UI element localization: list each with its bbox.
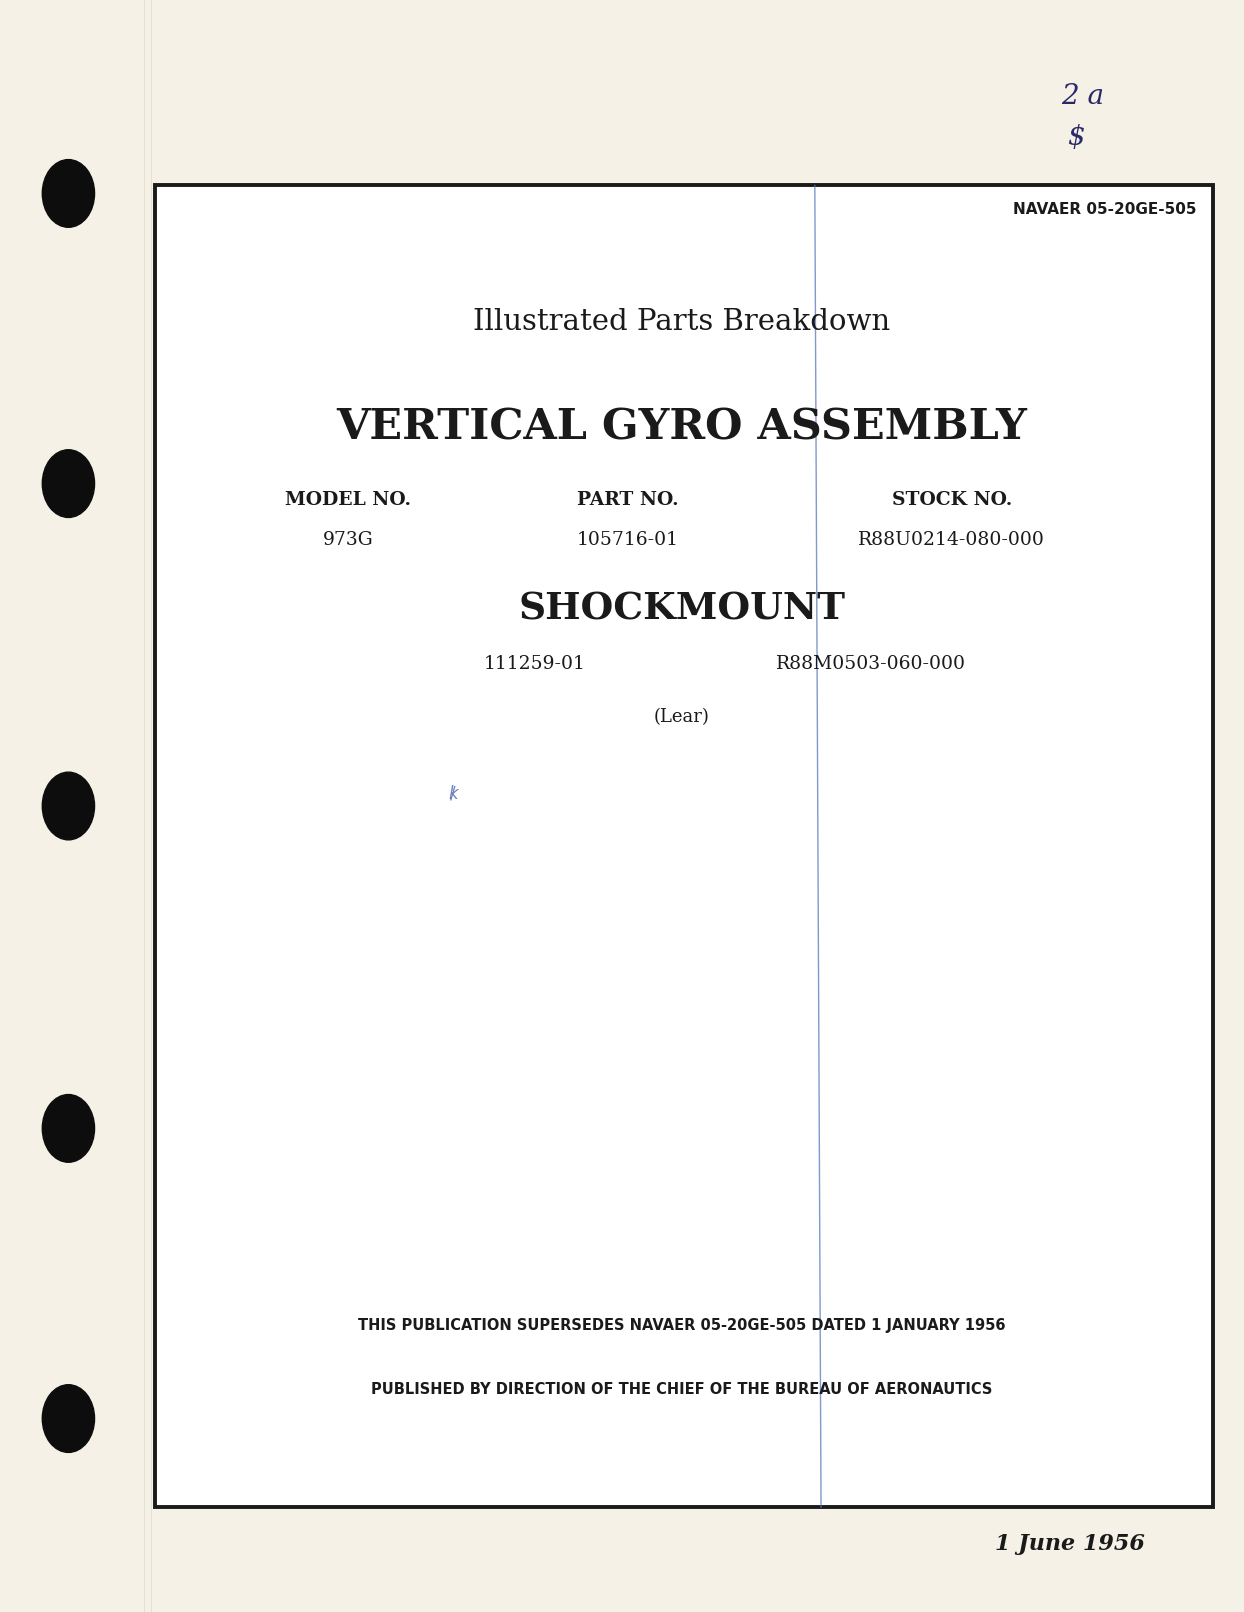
Circle shape <box>42 1095 95 1162</box>
Circle shape <box>42 160 95 227</box>
Text: R88U0214-080-000: R88U0214-080-000 <box>858 530 1045 550</box>
Text: PART NO.: PART NO. <box>577 490 679 509</box>
Text: 1 June 1956: 1 June 1956 <box>995 1533 1144 1556</box>
Bar <box>156 185 1213 1507</box>
Circle shape <box>42 450 95 517</box>
Text: (Lear): (Lear) <box>654 708 709 727</box>
Text: NAVAER 05-20GE-505: NAVAER 05-20GE-505 <box>1013 202 1197 216</box>
Circle shape <box>42 772 95 840</box>
Text: $: $ <box>1067 124 1085 150</box>
Text: VERTICAL GYRO ASSEMBLY: VERTICAL GYRO ASSEMBLY <box>336 406 1028 448</box>
Text: THIS PUBLICATION SUPERSEDES NAVAER 05-20GE-505 DATED 1 JANUARY 1956: THIS PUBLICATION SUPERSEDES NAVAER 05-20… <box>358 1317 1005 1333</box>
Text: Illustrated Parts Breakdown: Illustrated Parts Breakdown <box>473 308 891 337</box>
Text: MODEL NO.: MODEL NO. <box>285 490 412 509</box>
Text: 111259-01: 111259-01 <box>484 654 586 674</box>
Text: 105716-01: 105716-01 <box>577 530 679 550</box>
Text: $\it{k\!\!\!/}$: $\it{k\!\!\!/}$ <box>448 783 460 803</box>
Text: PUBLISHED BY DIRECTION OF THE CHIEF OF THE BUREAU OF AERONAUTICS: PUBLISHED BY DIRECTION OF THE CHIEF OF T… <box>371 1381 993 1398</box>
Text: 973G: 973G <box>323 530 373 550</box>
Text: 2 a: 2 a <box>1061 84 1103 110</box>
Circle shape <box>42 1385 95 1452</box>
Text: SHOCKMOUNT: SHOCKMOUNT <box>519 592 845 627</box>
Text: STOCK NO.: STOCK NO. <box>892 490 1011 509</box>
Text: R88M0503-060-000: R88M0503-060-000 <box>776 654 965 674</box>
